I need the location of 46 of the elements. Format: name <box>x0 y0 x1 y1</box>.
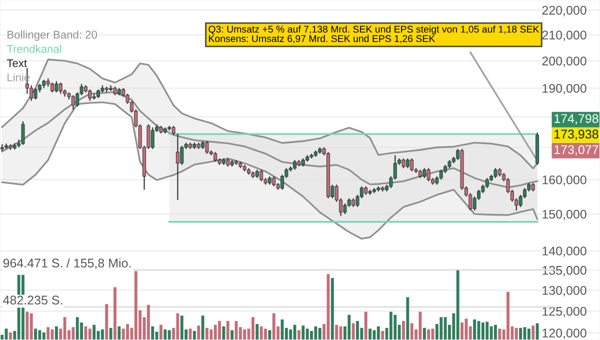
candlestick <box>214 152 218 162</box>
text: Bollinger Band: 20 <box>8 30 98 41</box>
text: 173,077 <box>554 145 598 156</box>
candlestick <box>406 158 410 169</box>
candlestick <box>426 168 430 182</box>
y-tick-label: 120,000 <box>542 328 586 339</box>
y-tick-label: 135,000 <box>542 266 586 276</box>
y2-tick-label: 964.471 S. <box>3 258 62 268</box>
candlestick <box>54 80 58 93</box>
y-tick-label: 130,000 <box>542 286 586 296</box>
candlestick <box>410 158 414 172</box>
candlestick <box>50 82 54 93</box>
text: 174,798 <box>554 114 598 124</box>
text: 173,938 <box>554 130 598 140</box>
candlestick <box>30 84 34 102</box>
candlestick <box>205 140 209 154</box>
y-tick-label: 200,000 <box>542 56 586 67</box>
candlestick <box>293 159 297 170</box>
candlestick <box>439 169 443 180</box>
candlestick <box>343 202 347 215</box>
candlestick <box>485 177 489 189</box>
y-tick-label: 125,000 <box>542 306 586 318</box>
text: Trendkanal <box>6 44 62 53</box>
candlestick <box>260 169 264 182</box>
annotation: Text <box>6 59 27 68</box>
candlestick <box>34 88 38 100</box>
candlestick <box>58 82 62 94</box>
line-series <box>1 58 538 170</box>
y-tick-label: 150,000 <box>542 210 586 220</box>
candlestick <box>272 176 276 187</box>
candlestick <box>88 88 92 102</box>
y-tick-label: 220,000 <box>542 6 586 16</box>
candlestick <box>150 126 154 150</box>
candlestick <box>422 168 426 179</box>
candlestick <box>21 120 25 146</box>
candlestick <box>494 168 498 179</box>
line-series <box>1 102 538 240</box>
candlestick <box>402 158 406 169</box>
y-tick-label: 140,000 <box>542 246 586 257</box>
candlestick <box>71 94 75 110</box>
y2-tick-label: 482.235 S. <box>3 296 62 305</box>
annotation: / 155,8 Mio. <box>66 258 131 269</box>
y-tick-label: 160,000 <box>542 175 586 186</box>
annotation: Q3: Umsatz +5 % auf 7,138 Mrd. SEK und EPS steigt von 1,05 auf 1,18 SEK Konsens: Umsatz 6,97 Mrd. SEK und EPS 1,26 SEK <box>208 26 540 44</box>
y-tick-label: 190,000 <box>542 84 586 94</box>
line-series <box>1 91 538 188</box>
